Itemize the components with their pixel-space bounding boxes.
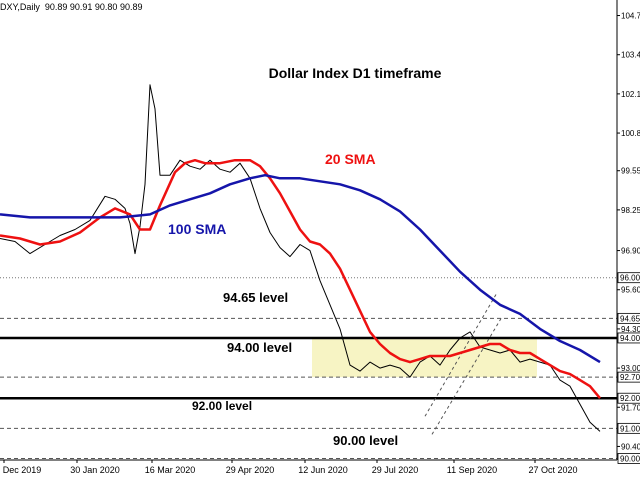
price-tick-label: 98.25 bbox=[621, 206, 640, 215]
time-tick-label: 16 Mar 2020 bbox=[145, 465, 196, 475]
price-tick-label: 93.00 bbox=[621, 364, 640, 373]
annotation-94-65-level: 94.65 level bbox=[223, 290, 288, 305]
time-tick-label: 27 Oct 2020 bbox=[528, 465, 577, 475]
price-tick-label: 91.70 bbox=[621, 403, 640, 412]
price-tick-label: 99.55 bbox=[621, 167, 640, 176]
price-highlight-box bbox=[617, 453, 640, 464]
chart-title: Dollar Index D1 timeframe bbox=[269, 65, 442, 81]
series-line-20-sma bbox=[0, 158, 601, 400]
price-highlight-box bbox=[617, 392, 640, 404]
time-tick-label: 30 Jan 2020 bbox=[70, 465, 120, 475]
price-highlight-label: 91.00 bbox=[620, 424, 640, 433]
annotation-20-sma: 20 SMA bbox=[325, 151, 376, 167]
price-highlight-label: 92.70 bbox=[620, 373, 640, 382]
time-tick-label: Dec 2019 bbox=[3, 465, 42, 475]
price-tick-label: 95.60 bbox=[621, 286, 640, 295]
price-highlight-box bbox=[617, 332, 640, 344]
price-tick-label: 103.40 bbox=[621, 51, 640, 60]
time-tick-label: 29 Apr 2020 bbox=[226, 465, 275, 475]
symbol-header: DXY,Daily 90.89 90.91 90.80 90.89 bbox=[0, 2, 142, 12]
annotation-100-sma: 100 SMA bbox=[168, 221, 226, 237]
price-tick-label: 96.90 bbox=[621, 247, 640, 256]
time-tick-label: 29 Jul 2020 bbox=[372, 465, 419, 475]
annotation-90-00-level: 90.00 level bbox=[333, 433, 398, 448]
price-highlight-label: 96.00 bbox=[620, 274, 640, 283]
time-tick-label: 11 Sep 2020 bbox=[447, 465, 497, 475]
price-highlight-box bbox=[617, 371, 640, 383]
price-highlight-box bbox=[617, 422, 640, 434]
annotation-94-00-level: 94.00 level bbox=[227, 340, 292, 355]
ohlc-values: 90.89 90.91 90.80 90.89 bbox=[44, 2, 143, 12]
price-tick-label: 100.80 bbox=[621, 129, 640, 138]
price-highlight-label: 92.00 bbox=[620, 394, 640, 403]
price-tick-label: 94.30 bbox=[621, 325, 640, 334]
time-tick-label: 12 Jun 2020 bbox=[298, 465, 348, 475]
annotation-92-00-level: 92.00 level bbox=[192, 399, 252, 413]
price-highlight-label: 94.00 bbox=[620, 334, 640, 343]
price-tick-label: 104.70 bbox=[621, 12, 640, 21]
series-line-100-sma bbox=[0, 173, 601, 364]
price-highlight-box bbox=[617, 312, 640, 324]
series-line-dxy bbox=[0, 84, 601, 432]
channel-lower-line bbox=[431, 316, 503, 435]
price-tick-label: 102.10 bbox=[621, 90, 640, 99]
price-highlight-label: 90.00 bbox=[620, 454, 640, 463]
symbol-label: DXY,Daily bbox=[0, 2, 40, 12]
price-tick-label: 90.40 bbox=[621, 442, 640, 451]
price-highlight-label: 94.65 bbox=[620, 314, 640, 323]
price-highlight-box bbox=[617, 272, 640, 284]
